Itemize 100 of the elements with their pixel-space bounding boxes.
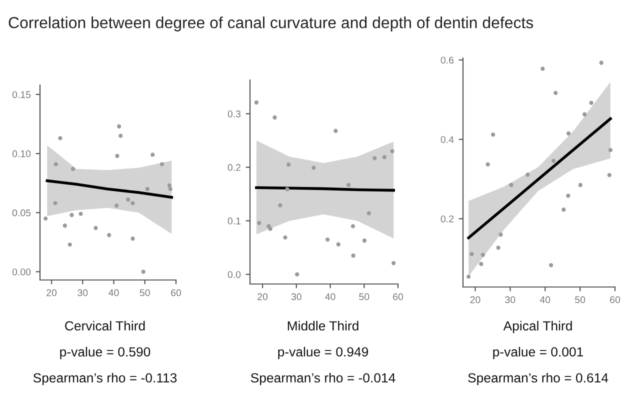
point bbox=[334, 128, 338, 133]
point bbox=[126, 198, 130, 202]
point bbox=[53, 201, 58, 206]
point bbox=[548, 263, 554, 268]
point bbox=[257, 220, 262, 226]
point bbox=[58, 136, 62, 140]
point bbox=[566, 194, 570, 198]
line-series bbox=[467, 117, 612, 240]
point bbox=[312, 166, 316, 170]
point bbox=[479, 262, 484, 266]
point bbox=[470, 252, 474, 256]
point bbox=[150, 152, 155, 157]
point bbox=[526, 172, 530, 177]
point bbox=[285, 187, 290, 192]
point bbox=[130, 236, 135, 241]
y-tick-label: 0.4 bbox=[440, 136, 454, 143]
text: p-value = 0.001 bbox=[493, 346, 584, 360]
y-tick-label: 0.2 bbox=[228, 164, 240, 171]
point bbox=[372, 156, 377, 160]
text: Cervical Third bbox=[65, 320, 145, 331]
point bbox=[44, 216, 48, 221]
x-tick-label: 30 bbox=[505, 296, 516, 304]
x-tick-label: 60 bbox=[393, 293, 404, 300]
point bbox=[551, 158, 556, 163]
point bbox=[498, 232, 503, 237]
x-tick-label: 60 bbox=[171, 289, 182, 296]
point bbox=[160, 162, 164, 166]
point bbox=[167, 183, 172, 188]
text: Correlation between degree of canal curvature and depth of dentin defects bbox=[8, 16, 534, 32]
point bbox=[589, 100, 594, 105]
point bbox=[325, 237, 330, 242]
text: Spearman’s rho = -0.014 bbox=[250, 372, 396, 386]
point bbox=[346, 182, 351, 188]
point bbox=[94, 226, 98, 230]
point bbox=[540, 66, 545, 71]
point bbox=[283, 235, 288, 240]
point bbox=[608, 148, 613, 152]
point bbox=[118, 134, 123, 138]
text: Apical Third bbox=[503, 320, 572, 334]
point bbox=[509, 182, 514, 188]
text: p-value = 0.949 bbox=[278, 346, 368, 360]
point bbox=[54, 162, 58, 166]
point bbox=[607, 172, 612, 178]
x-tick-label: 30 bbox=[291, 293, 302, 300]
point bbox=[254, 100, 259, 105]
y-tick-label: 0.0 bbox=[228, 271, 241, 278]
point bbox=[390, 149, 394, 154]
point bbox=[382, 155, 387, 160]
y-tick-label: 0.3 bbox=[228, 110, 241, 118]
line-series bbox=[46, 179, 174, 199]
point bbox=[130, 201, 135, 206]
point bbox=[562, 208, 566, 212]
point bbox=[114, 203, 119, 208]
text: p-value = 0.590 bbox=[60, 346, 150, 360]
point bbox=[286, 162, 291, 167]
point bbox=[62, 224, 67, 228]
x-tick-label: 40 bbox=[540, 296, 550, 304]
y-tick-label: 0.10 bbox=[12, 150, 31, 158]
point bbox=[278, 203, 282, 208]
x-tick-label: 50 bbox=[359, 293, 370, 300]
point bbox=[70, 212, 74, 218]
point bbox=[68, 242, 72, 247]
x-tick-label: 20 bbox=[470, 296, 480, 304]
point bbox=[350, 224, 356, 228]
text: Spearman’s rho = -0.113 bbox=[33, 372, 177, 386]
x-tick-label: 60 bbox=[610, 296, 620, 304]
point bbox=[351, 254, 356, 258]
point bbox=[486, 162, 490, 166]
text: Spearman’s rho = 0.614 bbox=[468, 372, 608, 386]
point bbox=[480, 252, 485, 257]
point bbox=[294, 272, 300, 276]
point bbox=[145, 186, 150, 192]
point bbox=[566, 131, 571, 136]
point bbox=[116, 124, 122, 128]
x-tick-label: 40 bbox=[108, 289, 119, 296]
point bbox=[70, 166, 76, 171]
point bbox=[115, 154, 120, 158]
text: Middle Third bbox=[288, 320, 358, 331]
point bbox=[496, 246, 500, 250]
point bbox=[107, 233, 112, 238]
point bbox=[392, 261, 396, 266]
point bbox=[490, 132, 496, 137]
y-tick-label: 0.15 bbox=[12, 91, 31, 98]
x-tick-label: 40 bbox=[325, 293, 336, 300]
x-tick-label: 50 bbox=[140, 289, 150, 296]
point bbox=[466, 274, 471, 279]
point bbox=[362, 238, 367, 243]
x-tick-label: 30 bbox=[78, 289, 88, 296]
y-tick-label: 0.05 bbox=[12, 209, 31, 216]
point bbox=[272, 115, 277, 120]
point bbox=[554, 90, 558, 96]
x-tick-label: 20 bbox=[46, 289, 57, 296]
point bbox=[268, 226, 272, 231]
y-tick-label: 0.6 bbox=[440, 56, 454, 64]
y-tick-label: 0.1 bbox=[228, 218, 240, 224]
y-tick-label: 0.00 bbox=[12, 268, 31, 276]
point bbox=[582, 112, 587, 116]
point bbox=[578, 182, 582, 188]
x-tick-label: 20 bbox=[258, 293, 268, 300]
point bbox=[78, 212, 83, 216]
